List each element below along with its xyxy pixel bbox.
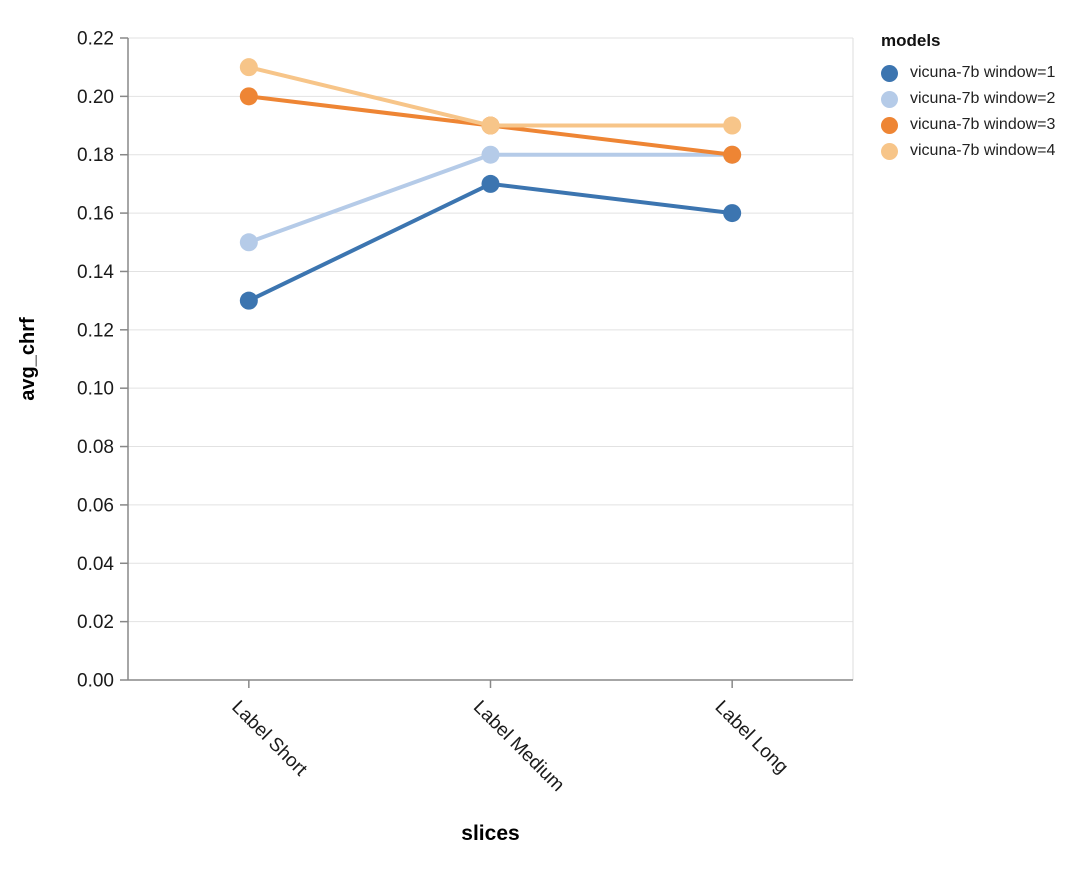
legend-swatch-circle-icon [881, 142, 898, 160]
x-tick-label: Label Long [711, 697, 792, 778]
x-tick-label: Label Medium [469, 697, 568, 796]
y-tick-label: 0.08 [77, 437, 114, 458]
y-tick-label: 0.10 [77, 379, 114, 400]
legend-entry: vicuna-7b window=4 [879, 138, 1074, 164]
legend-entry-label: vicuna-7b window=4 [910, 142, 1056, 159]
y-tick-label: 0.00 [77, 671, 114, 692]
series-vicuna-7b-window-2 [239, 145, 742, 252]
data-point [239, 87, 258, 106]
y-tick-label: 0.06 [77, 495, 114, 516]
legend: models vicuna-7b window=1 vicuna-7b wind… [879, 31, 1074, 164]
data-point [239, 291, 258, 310]
data-point [723, 204, 742, 223]
y-tick-label: 0.20 [77, 87, 114, 108]
legend-entry: vicuna-7b window=3 [879, 112, 1074, 138]
series-line [246, 152, 735, 245]
y-tick-label: 0.02 [77, 612, 114, 633]
data-point [723, 116, 742, 135]
legend-entry: vicuna-7b window=1 [879, 60, 1074, 86]
legend-swatch-circle-icon [881, 90, 898, 108]
y-tick-label: 0.14 [77, 262, 114, 283]
y-tick-label: 0.04 [77, 554, 114, 575]
data-point [481, 116, 500, 135]
data-point [239, 233, 258, 252]
y-tick-label: 0.16 [77, 204, 114, 225]
data-point [239, 58, 258, 77]
y-axis: 0.00 0.02 0.04 0.06 0.08 0.10 0.12 0.14 0.16 0.18… [17, 29, 129, 692]
data-point [481, 174, 500, 193]
x-axis-title: slices [461, 822, 519, 845]
series-line [246, 181, 735, 303]
legend-entry-label: vicuna-7b window=3 [910, 116, 1056, 133]
series-vicuna-7b-window-4 [239, 58, 742, 135]
data-point [723, 145, 742, 164]
legend-entry-label: vicuna-7b window=2 [910, 90, 1056, 107]
legend-entry-label: vicuna-7b window=1 [910, 64, 1056, 81]
legend-swatch-circle-icon [881, 116, 898, 134]
x-axis: Label Short Label Medium Label Long slices [128, 679, 853, 845]
y-tick-label: 0.18 [77, 145, 114, 166]
series-vicuna-7b-window-1 [239, 174, 742, 310]
y-tick-label: 0.22 [77, 29, 114, 50]
legend-entry: vicuna-7b window=2 [879, 86, 1074, 112]
legend-swatch-circle-icon [881, 64, 898, 82]
data-point [481, 145, 500, 164]
x-tick-label: Label Short [227, 697, 311, 781]
y-axis-title: avg_chrf [17, 317, 39, 401]
y-tick-label: 0.12 [77, 320, 114, 341]
legend-title: models [881, 31, 941, 50]
